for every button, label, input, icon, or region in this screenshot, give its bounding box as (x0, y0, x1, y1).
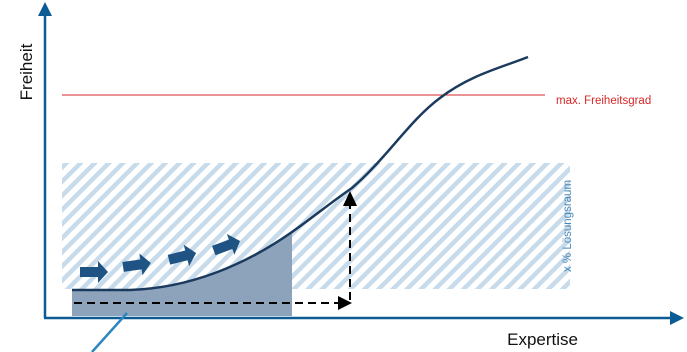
solution-space-hatched-area (62, 163, 570, 289)
x-axis-label: Expertise (507, 330, 578, 349)
max-freedom-label: max. Freiheitsgrad (556, 95, 651, 107)
dashed-horizontal-arrowhead (338, 296, 352, 310)
pointer-line (91, 312, 128, 352)
y-axis-arrowhead (38, 2, 52, 16)
flow-arrow-icon (80, 261, 108, 283)
flow-arrow-icon (212, 234, 241, 256)
x-axis-arrowhead (670, 311, 684, 325)
dashed-vertical-arrowhead (343, 191, 357, 206)
filled-area-under-curve (72, 232, 292, 316)
solution-space-label: x % Lösungsraum (562, 180, 574, 272)
freedom-curve (72, 55, 529, 292)
y-axis-label: Freiheit (17, 43, 36, 100)
flow-arrow-icon (167, 244, 197, 267)
flow-arrow-icon (122, 253, 151, 276)
